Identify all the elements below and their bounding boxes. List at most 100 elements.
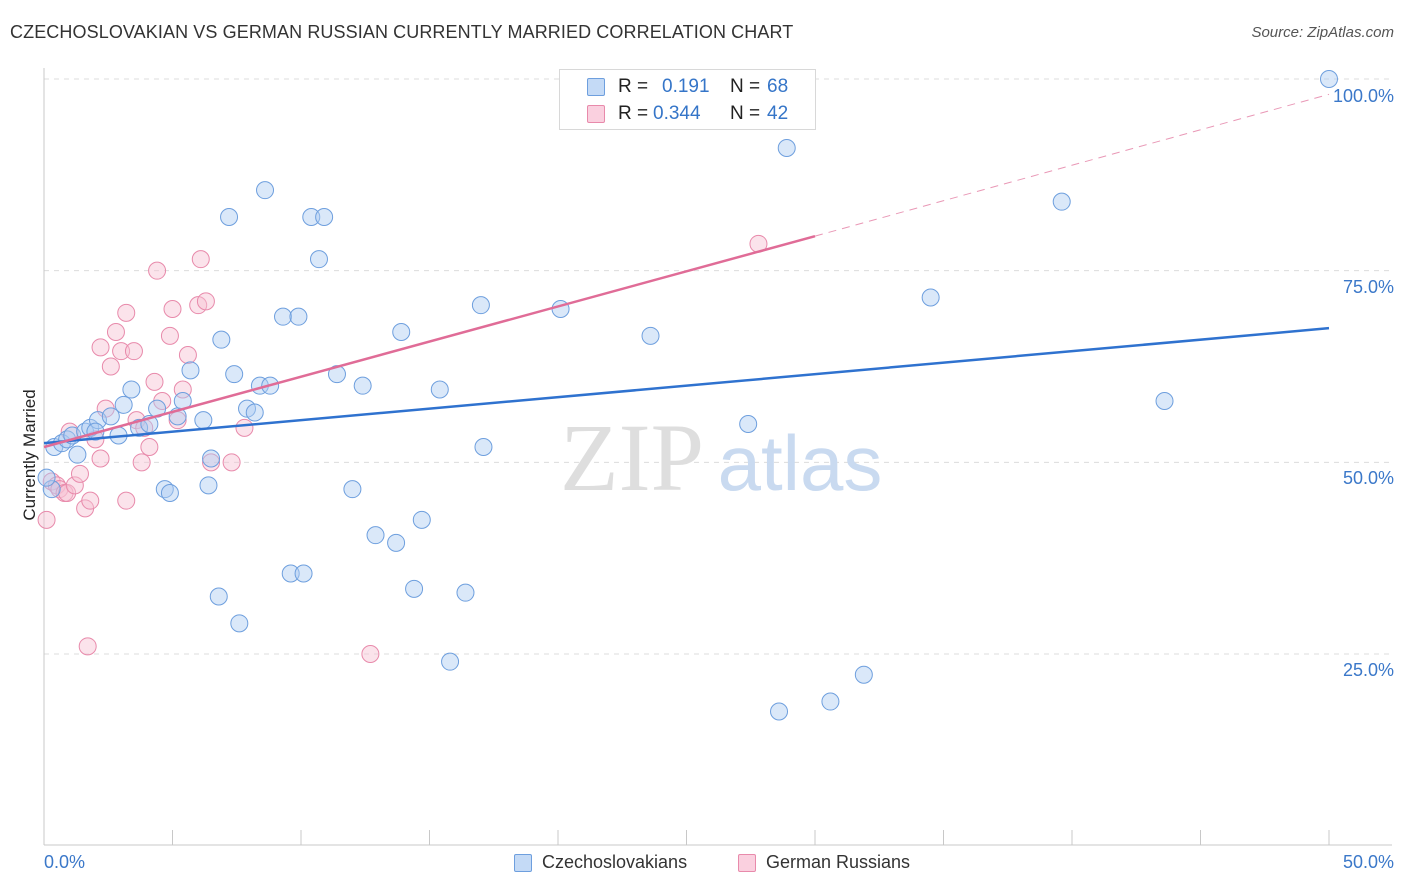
axes <box>43 68 1392 846</box>
data-point <box>641 326 660 345</box>
data-point <box>91 449 110 468</box>
legend-n-label: N = <box>730 103 761 124</box>
data-point <box>309 250 328 269</box>
chart-title: CZECHOSLOVAKIAN VS GERMAN RUSSIAN CURREN… <box>10 22 794 42</box>
data-point <box>91 338 110 357</box>
data-point <box>37 468 56 487</box>
data-point <box>101 407 120 426</box>
data-point <box>366 526 385 545</box>
data-point <box>412 510 431 529</box>
data-point <box>65 476 84 495</box>
y-tick-25: 25.0% <box>1342 660 1394 680</box>
legend-r-value: 0.344 <box>653 103 701 124</box>
trend-line-german-russians <box>43 234 816 449</box>
data-point <box>132 453 151 472</box>
series-swatch-pink <box>738 853 756 872</box>
data-point <box>392 323 411 341</box>
data-point <box>821 692 840 711</box>
data-point <box>294 564 313 583</box>
data-point <box>405 579 424 598</box>
data-point <box>770 702 789 721</box>
data-point <box>230 614 249 633</box>
data-point <box>274 307 293 326</box>
data-point <box>145 372 164 391</box>
data-point <box>256 181 275 200</box>
data-point <box>202 453 221 472</box>
data-point <box>353 376 372 395</box>
data-point <box>1155 392 1174 410</box>
trend-lines <box>43 93 1330 449</box>
source-credit: Source: ZipAtlas.com <box>1251 24 1394 41</box>
data-point <box>112 342 131 361</box>
data-point <box>178 346 197 364</box>
data-point <box>302 208 321 226</box>
data-point <box>235 418 254 437</box>
series-czechoslovakians <box>37 70 1338 721</box>
data-point <box>106 323 125 341</box>
data-point <box>163 300 182 318</box>
data-point <box>361 645 380 663</box>
data-point <box>81 491 100 510</box>
data-point <box>1052 192 1071 211</box>
data-point <box>220 208 239 226</box>
legend-swatch-pink <box>587 105 605 123</box>
data-point <box>191 250 210 269</box>
data-point <box>148 261 167 280</box>
data-point <box>289 307 308 326</box>
x-tick-max: 50.0% <box>1342 852 1394 872</box>
data-point <box>130 418 149 437</box>
gridlines <box>44 78 1392 655</box>
data-point <box>68 445 87 464</box>
y-axis-label: Currently Married <box>20 389 39 521</box>
watermark: ZIP atlas <box>560 404 882 511</box>
data-point <box>117 303 136 322</box>
legend-r-label: R = <box>618 103 649 124</box>
series-german-russians <box>37 234 768 663</box>
data-point <box>225 365 244 384</box>
legend-n-value: 68 <box>767 76 789 97</box>
data-point <box>196 292 215 311</box>
data-point <box>202 449 221 468</box>
y-tick-50: 50.0% <box>1342 468 1394 488</box>
data-point <box>140 438 159 456</box>
data-point <box>160 326 179 345</box>
legend-row-german-russians: R = 0.344 N = 42 <box>560 101 815 127</box>
watermark-zip: ZIP <box>560 404 704 511</box>
y-tick-100: 100.0% <box>1332 86 1394 106</box>
trend-line-czechoslovakians <box>43 326 1330 445</box>
legend-swatch-blue <box>587 78 605 96</box>
data-point <box>212 330 231 349</box>
data-point <box>854 665 873 684</box>
data-point <box>315 208 334 226</box>
data-point <box>70 464 89 483</box>
data-point <box>471 296 490 315</box>
data-point <box>222 453 241 472</box>
legend-row-czechoslovakians: R = 0.191 N = 68 <box>560 74 815 100</box>
data-point <box>245 403 264 422</box>
data-point <box>42 480 61 499</box>
series-legend-czechoslovakians: Czechoslovakians <box>514 852 687 873</box>
data-point <box>58 484 77 502</box>
data-point <box>456 583 475 602</box>
data-point <box>921 288 940 307</box>
data-point <box>739 415 758 433</box>
legend-n-value: 42 <box>767 103 789 124</box>
data-point <box>343 480 362 499</box>
legend-r-label: R = <box>618 76 649 97</box>
series-swatch-blue <box>514 853 532 872</box>
data-point <box>209 587 228 606</box>
series-label: German Russians <box>766 852 911 872</box>
series-label: Czechoslovakians <box>542 852 688 872</box>
data-point <box>122 380 141 399</box>
data-point <box>117 491 136 510</box>
data-point <box>124 342 143 361</box>
legend-r-value: 0.191 <box>662 76 710 97</box>
data-point <box>160 484 179 502</box>
data-point <box>281 564 300 583</box>
data-point <box>441 652 460 671</box>
legend-n-label: N = <box>730 76 761 97</box>
y-tick-75: 75.0% <box>1342 277 1394 297</box>
series-legend-german-russians: German Russians <box>738 852 910 873</box>
data-point <box>101 357 120 376</box>
